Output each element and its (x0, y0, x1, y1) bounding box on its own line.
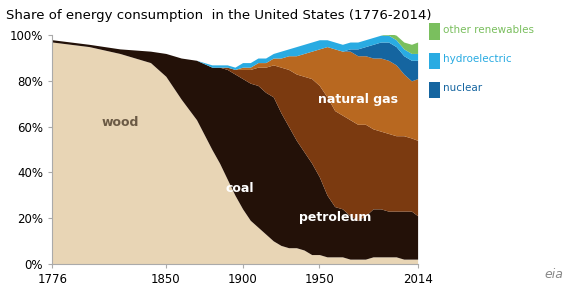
Text: natural gas: natural gas (318, 93, 398, 106)
Text: wood: wood (101, 115, 139, 129)
Text: Share of energy consumption  in the United States (1776-2014): Share of energy consumption in the Unite… (6, 9, 432, 22)
Text: petroleum: petroleum (299, 212, 371, 224)
Text: nuclear: nuclear (443, 84, 481, 93)
Text: coal: coal (225, 182, 254, 195)
Text: other renewables: other renewables (443, 25, 534, 35)
Text: eia: eia (545, 268, 563, 281)
Text: hydroelectric: hydroelectric (443, 54, 511, 64)
